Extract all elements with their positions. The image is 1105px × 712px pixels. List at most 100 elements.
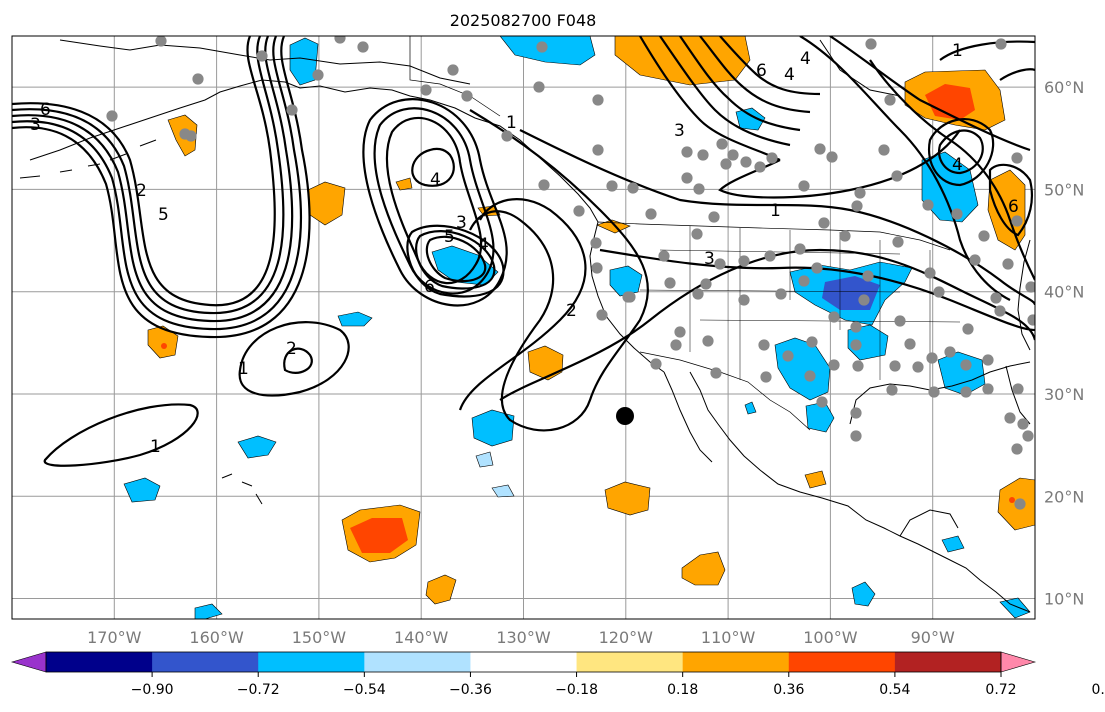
station-dot [924,267,936,279]
station-dot [716,138,728,150]
contour-line [469,109,649,432]
station-dot [592,94,604,106]
station-dot [960,386,972,398]
station-dot [904,338,916,350]
colorbar-tick-label: 0.54 [879,682,910,698]
contour-line [425,235,487,283]
contour-line [411,147,455,187]
west-coast [589,221,665,373]
contour-line [599,248,1035,332]
station-dot [681,146,693,158]
negative-anomaly-patch [744,401,757,415]
latitude-tick-label: 10°N [1044,590,1084,609]
station-dot [839,230,851,242]
station-dot [670,339,682,351]
negative-anomaly-patch [471,409,515,447]
station-dot [286,104,298,116]
contour-label: 3 [674,121,685,141]
canada-us-border [597,221,951,251]
station-dot [1027,314,1035,326]
station-dot [692,288,704,300]
station-dot [106,110,118,122]
negative-anomaly-patch [123,477,161,503]
strong-positive-anomaly-patch [350,518,408,553]
positive-anomaly-patch [804,470,827,489]
negative-anomaly-patch [337,311,373,327]
contour-label: 4 [478,235,489,255]
station-dot [700,278,712,290]
station-dot [1017,418,1029,430]
contour-line [639,36,781,161]
station-dot [816,396,828,408]
contour-label: 1 [150,437,161,457]
latitude-tick-label: 20°N [1044,487,1084,506]
station-dot [664,277,676,289]
longitude-tick-label: 170°W [87,628,142,647]
contour-line [12,36,276,307]
station-dot [334,36,346,44]
colorbar-segment [152,652,259,672]
contour-line [12,36,311,339]
positive-anomaly-patch [604,481,651,516]
latitude-tick-label: 60°N [1044,78,1084,97]
us-mexico-border [639,351,811,431]
station-dot [674,326,686,338]
negative-anomaly-patch [499,36,596,66]
station-dot [995,38,1007,50]
station-dot [155,36,167,47]
station-dot [1011,152,1023,164]
colorbar-tick-label: 0.36 [773,682,804,698]
station-dot [357,41,369,53]
station-dot [1002,258,1014,270]
strong-positive-anomaly-dot [161,343,167,349]
latitude-labels: 60°N 50°N 40°N 30°N 20°N 10°N [1044,78,1084,608]
contour-line [43,403,199,467]
hawaii-islands [221,473,263,505]
contour-line [718,129,961,199]
colorbar: −0.90 −0.72 −0.54 −0.36 −0.18 0.18 0.36 0.54 0.7… [10,651,1105,698]
longitude-tick-label: 110°W [701,628,756,647]
colorbar-tick-label: 0.18 [667,682,698,698]
contour-line [938,129,984,175]
contour-line [406,224,505,298]
station-dot [461,90,473,102]
station-dot [702,335,714,347]
contour-label: 4 [952,155,963,175]
positive-anomaly-patch [681,551,726,586]
map-gridlines [12,36,1035,619]
station-dot [738,294,750,306]
weak-negative-anomaly-patch [491,484,515,498]
colorbar-segment [682,652,790,672]
contour-labels: 6 3 2 5 4 3 5 4 6 2 1 1 1 3 3 2 1 6 4 4 … [30,41,1019,457]
station-dot [798,180,810,192]
station-dot [850,407,862,419]
colorbar-segment [894,652,1002,672]
contours [12,36,1035,467]
colorbar-tick-label: −0.90 [131,682,174,698]
station-dot [766,152,778,164]
station-dot [754,161,766,173]
colorbar-tick-label: −0.72 [237,682,280,698]
station-dot [886,384,898,396]
negative-anomaly-patch [289,37,319,86]
negative-anomaly-patch [237,435,277,459]
station-dot [850,321,862,333]
longitude-tick-label: 90°W [911,628,955,647]
station-dot [420,84,432,96]
station-dot [944,346,956,358]
contour-label: 3 [456,213,467,233]
latitude-tick-label: 50°N [1044,180,1084,199]
colorbar-tick-label: −0.36 [449,682,492,698]
contour-line [458,198,587,411]
negative-anomaly-patch [194,603,223,619]
contour-label: 4 [430,170,441,190]
contour-line [699,36,811,114]
colorbar-segment [46,652,153,672]
colorbar-lower-extend [10,651,47,673]
station-dot [928,386,940,398]
station-dot [775,288,787,300]
station-dot [804,370,816,382]
contour-line [939,40,1035,61]
station-dot [714,258,726,270]
